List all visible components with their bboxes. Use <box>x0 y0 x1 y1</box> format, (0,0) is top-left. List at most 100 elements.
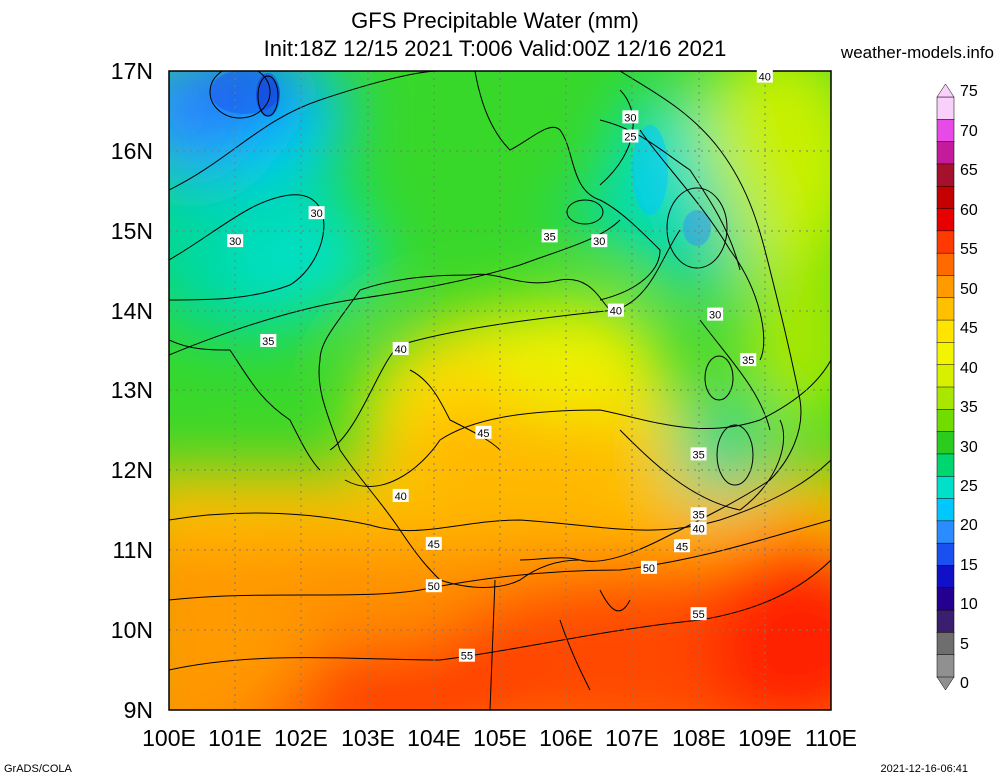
colorbar-swatch <box>936 431 955 455</box>
contour-label-box <box>591 234 608 248</box>
contour-label-text: 40 <box>395 491 407 503</box>
lon-label: 107E <box>605 725 659 751</box>
contour-label-text: 30 <box>593 236 605 248</box>
contour-lines <box>169 71 831 671</box>
contour-label-text: 35 <box>742 355 754 367</box>
colorbar-label: 30 <box>960 439 978 456</box>
contour-label-layer: 40 30 25 30 30 35 30 40 30 35 40 35 45 35 40 35 40 45 45 50… <box>227 69 773 663</box>
colorbar-swatch <box>936 163 955 187</box>
colorbar-swatch <box>936 453 955 477</box>
contour-label-box <box>227 234 244 248</box>
plot-frame <box>168 70 832 711</box>
colorbar-swatch <box>936 96 955 121</box>
lat-label: 17N <box>111 58 153 84</box>
colorbar-swatch <box>936 609 955 634</box>
colorbar-labels: 75 70 65 60 55 50 45 40 35 30 25 20 15 1… <box>960 83 978 692</box>
footer-timestamp: 2021-12-16-06:41 <box>880 763 968 775</box>
coastlines-borders <box>169 71 802 710</box>
colorbar-label: 35 <box>960 399 978 416</box>
contour-label: 35 <box>690 447 707 461</box>
contour-label-box <box>690 507 707 521</box>
contour-label: 50 <box>640 560 657 575</box>
contour-label-box <box>392 488 409 502</box>
colorbar-label: 55 <box>960 241 978 258</box>
lat-label: 13N <box>111 377 153 403</box>
lon-label: 105E <box>473 725 527 751</box>
contour-label: 40 <box>756 69 773 84</box>
contour-label-text: 55 <box>692 609 704 621</box>
contour-label-box <box>690 447 707 461</box>
contour-label: 40 <box>690 521 707 536</box>
contour-label: 25 <box>622 129 639 143</box>
lat-label: 9N <box>124 697 153 723</box>
contour-label-text: 25 <box>624 131 636 143</box>
contour-label-text: 55 <box>461 651 473 663</box>
contour-label: 30 <box>707 307 724 322</box>
contour-label-text: 50 <box>428 581 440 593</box>
contour-label-box <box>690 521 707 535</box>
colorbar-swatch <box>936 275 955 299</box>
contour-label-text: 40 <box>692 524 704 536</box>
colorbar-swatch <box>936 386 955 411</box>
contour-label-box <box>622 110 639 124</box>
latitude-labels: 17N 16N 15N 14N 13N 12N 11N 10N 9N <box>111 58 153 723</box>
lon-label: 109E <box>738 725 792 751</box>
lon-label: 108E <box>672 725 726 751</box>
contour-label-text: 45 <box>477 428 489 440</box>
site-label[interactable]: weather-models.info <box>840 43 994 62</box>
contour-label: 30 <box>622 110 639 124</box>
colorbar-swatch <box>936 185 955 210</box>
colorbar-swatch <box>936 319 955 344</box>
graticule <box>169 71 831 710</box>
contour-label: 30 <box>591 234 608 248</box>
contour-label: 35 <box>690 507 707 521</box>
colorbar-label: 60 <box>960 202 978 219</box>
colorbar-swatch <box>936 475 955 500</box>
colorbar-swatch <box>936 252 955 277</box>
contour-label-text: 45 <box>676 541 688 553</box>
map-subtitle: Init:18Z 12/15 2021 T:006 Valid:00Z 12/1… <box>263 36 727 61</box>
colorbar-label: 45 <box>960 320 978 337</box>
contour-label-box <box>260 333 277 347</box>
colorbar-swatch <box>936 230 955 254</box>
contour-label-text: 35 <box>692 449 704 461</box>
colorbar-label: 25 <box>960 478 978 495</box>
lon-label: 103E <box>341 725 395 751</box>
contour-label-box <box>607 303 624 317</box>
lat-label: 15N <box>111 218 153 244</box>
colorbar-swatch <box>936 208 955 232</box>
colorbar-label: 20 <box>960 517 978 534</box>
lon-label: 104E <box>407 725 461 751</box>
contour-label-text: 50 <box>643 563 655 575</box>
colorbar-swatch <box>936 119 955 143</box>
colorbar <box>936 83 955 691</box>
colorbar-label: 75 <box>960 83 978 100</box>
contour-label-box <box>392 341 409 355</box>
lat-label: 14N <box>111 298 153 324</box>
colorbar-label: 40 <box>960 360 978 377</box>
contour-label: 40 <box>392 488 409 503</box>
contour-label-box <box>308 206 325 220</box>
contour-label: 35 <box>260 333 277 348</box>
contour-label: 45 <box>425 536 442 551</box>
contour-label-text: 30 <box>229 236 241 248</box>
colorbar-label: 0 <box>960 675 969 692</box>
lon-label: 101E <box>208 725 262 751</box>
longitude-labels: 100E 101E 102E 103E 104E 105E 106E 107E … <box>142 725 857 751</box>
contour-label: 40 <box>607 303 624 318</box>
lat-label: 16N <box>111 138 153 164</box>
contour-label-box <box>707 307 724 321</box>
contour-label-box <box>640 560 657 574</box>
colorbar-swatch <box>936 542 955 567</box>
colorbar-swatch <box>936 632 955 656</box>
contour-label-box <box>425 536 442 550</box>
map-title: GFS Precipitable Water (mm) <box>351 8 639 33</box>
colorbar-label: 15 <box>960 557 978 574</box>
contour-label-text: 40 <box>759 72 771 84</box>
colorbar-swatch <box>936 297 955 321</box>
contour-label-text: 35 <box>262 336 274 348</box>
precipitable-water-field <box>169 71 831 710</box>
colorbar-label: 50 <box>960 281 978 298</box>
contour-label-text: 30 <box>709 310 721 322</box>
